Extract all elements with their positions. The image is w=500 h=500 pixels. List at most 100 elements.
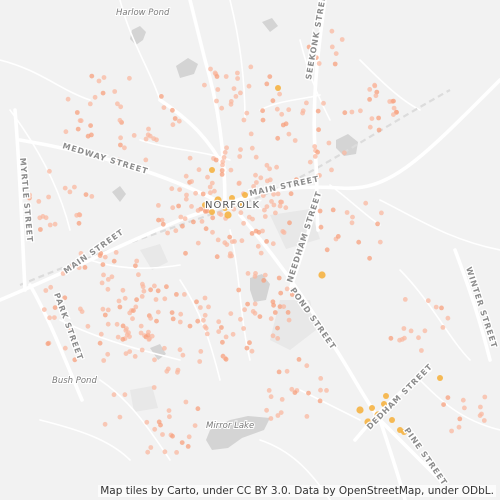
density-dot xyxy=(204,208,210,214)
density-dot xyxy=(118,104,124,110)
density-dot xyxy=(160,221,166,227)
density-dot xyxy=(118,142,123,148)
density-dot xyxy=(324,388,329,393)
density-dot xyxy=(122,392,128,398)
density-dot xyxy=(281,184,287,190)
road xyxy=(139,139,231,161)
density-dot xyxy=(147,133,153,139)
density-dot xyxy=(219,168,225,173)
density-dot xyxy=(83,192,89,198)
density-dot xyxy=(408,328,414,334)
density-dot xyxy=(293,177,299,183)
density-dot xyxy=(210,215,216,221)
density-dot xyxy=(203,226,209,232)
density-dot xyxy=(257,314,263,319)
density-dot xyxy=(131,133,137,138)
density-dot xyxy=(449,428,454,434)
density-dot xyxy=(219,105,225,111)
density-dot xyxy=(312,144,318,149)
density-dot xyxy=(231,206,237,212)
density-dot xyxy=(105,286,111,292)
density-dot xyxy=(38,227,43,232)
density-dot xyxy=(237,154,243,159)
density-dot xyxy=(376,127,382,133)
park-street-road xyxy=(28,283,84,402)
density-dot xyxy=(221,155,227,160)
density-dot xyxy=(445,315,451,321)
density-dot xyxy=(62,295,68,301)
density-dot xyxy=(312,154,318,159)
density-dot xyxy=(391,98,396,104)
density-dot xyxy=(213,157,219,163)
density-dot xyxy=(140,281,145,287)
density-dot xyxy=(76,220,82,226)
park-area xyxy=(130,386,158,412)
road xyxy=(0,59,91,101)
density-dot xyxy=(192,423,198,428)
myrtle-street-road xyxy=(13,108,27,292)
density-dot xyxy=(235,70,240,76)
density-dot xyxy=(153,297,159,302)
map-attribution[interactable]: Map tiles by Carto, under CC BY 3.0. Dat… xyxy=(98,485,496,497)
density-dot xyxy=(255,243,261,249)
density-dot xyxy=(252,310,258,316)
density-dot xyxy=(162,345,167,351)
density-dot xyxy=(238,90,243,96)
density-dot xyxy=(381,401,387,407)
density-dot xyxy=(275,325,280,331)
density-dot xyxy=(27,192,32,198)
density-dot xyxy=(74,110,80,115)
density-dot xyxy=(364,418,372,426)
density-dot xyxy=(261,278,267,283)
density-dot xyxy=(215,87,221,92)
density-dot xyxy=(186,434,192,440)
density-dot xyxy=(248,131,254,137)
density-dot xyxy=(177,187,183,193)
density-dot xyxy=(253,228,259,234)
density-dot xyxy=(77,118,83,123)
density-dot xyxy=(374,89,380,95)
density-dot xyxy=(195,318,201,324)
density-dot xyxy=(161,105,167,110)
density-dot xyxy=(363,200,369,206)
density-dot xyxy=(283,205,289,211)
density-dot xyxy=(179,440,185,445)
density-dot xyxy=(175,369,180,375)
density-dot xyxy=(156,217,161,223)
density-dot xyxy=(36,199,42,204)
density-dot xyxy=(304,414,310,419)
density-dot xyxy=(111,258,117,264)
density-dot xyxy=(376,115,381,121)
density-dot xyxy=(316,61,322,66)
density-dot xyxy=(122,295,128,301)
density-dot xyxy=(253,154,259,160)
density-dot xyxy=(289,292,295,297)
road xyxy=(399,269,471,361)
density-dot xyxy=(440,325,446,330)
density-dot xyxy=(139,347,145,353)
density-dot xyxy=(220,339,225,345)
density-dot xyxy=(202,82,207,88)
density-dot xyxy=(292,390,298,395)
density-dot xyxy=(105,321,111,327)
density-dot xyxy=(214,98,219,104)
density-dot xyxy=(184,192,189,198)
density-dot xyxy=(244,345,250,351)
density-dot xyxy=(330,207,336,213)
density-dot xyxy=(457,416,463,422)
density-dot xyxy=(253,271,258,276)
density-dot xyxy=(60,271,66,276)
density-dot xyxy=(262,214,268,219)
density-dot xyxy=(159,94,164,99)
density-dot xyxy=(317,208,323,214)
density-dot xyxy=(89,73,95,79)
density-dot xyxy=(126,330,131,336)
density-dot xyxy=(244,110,250,116)
density-dot xyxy=(132,354,138,359)
road xyxy=(359,59,421,111)
density-dot xyxy=(249,348,255,354)
density-dot xyxy=(215,237,221,243)
density-dot xyxy=(245,271,251,276)
